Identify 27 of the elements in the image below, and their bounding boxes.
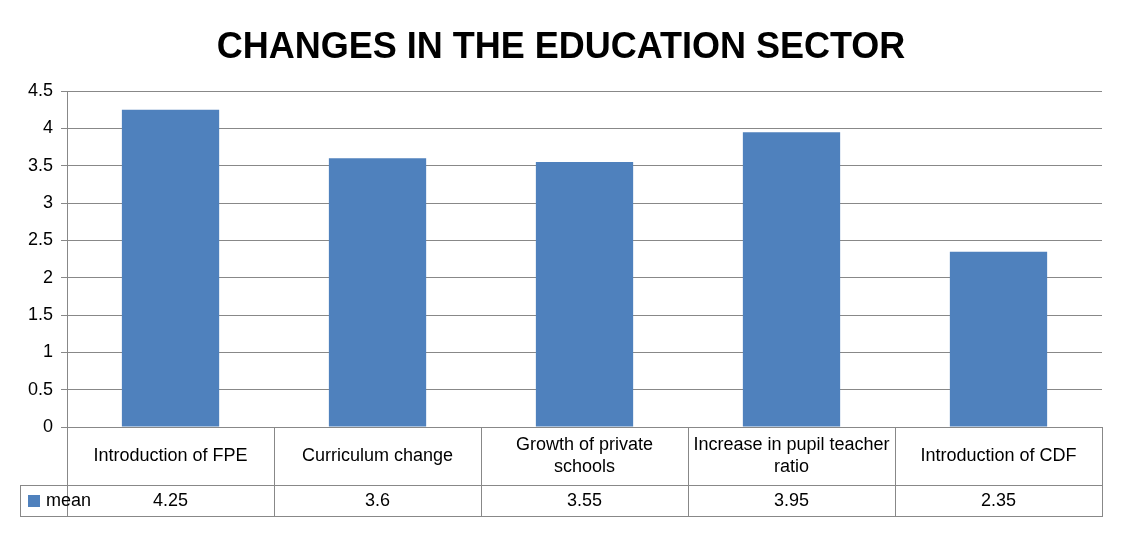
- bar: [742, 132, 841, 427]
- x-tick-label: Growth of private schools: [515, 433, 654, 476]
- x-tick-label: Introduction of FPE: [93, 444, 248, 465]
- data-label: 4.25: [153, 489, 189, 510]
- legend-label: mean: [46, 489, 92, 510]
- y-tick-label: 4.5: [27, 80, 54, 101]
- bar: [949, 251, 1048, 427]
- x-tick-label: Curriculum change: [301, 444, 454, 465]
- y-tick-label: 1.5: [27, 304, 54, 325]
- y-tick-label: 3.5: [27, 154, 54, 175]
- x-tick-label: Introduction of CDF: [920, 444, 1077, 465]
- bar: [328, 158, 427, 427]
- bar: [121, 109, 220, 427]
- bar: [535, 162, 634, 427]
- y-tick-label: 0: [43, 415, 54, 436]
- data-label: 3.95: [773, 489, 810, 510]
- x-tick-label: Increase in pupil teacher ratio: [693, 433, 890, 476]
- y-tick-label: 0.5: [27, 378, 54, 399]
- y-tick-label: 2.5: [27, 229, 54, 250]
- data-label: 2.35: [980, 489, 1017, 510]
- y-tick-label: 2: [43, 266, 54, 287]
- data-label: 3.6: [365, 489, 391, 510]
- y-tick-label: 4: [43, 117, 54, 138]
- y-tick-label: 3: [43, 192, 54, 213]
- chart-title: CHANGES IN THE EDUCATION SECTOR: [216, 24, 906, 66]
- y-tick-label: 1: [43, 341, 54, 362]
- data-label: 3.55: [566, 489, 603, 510]
